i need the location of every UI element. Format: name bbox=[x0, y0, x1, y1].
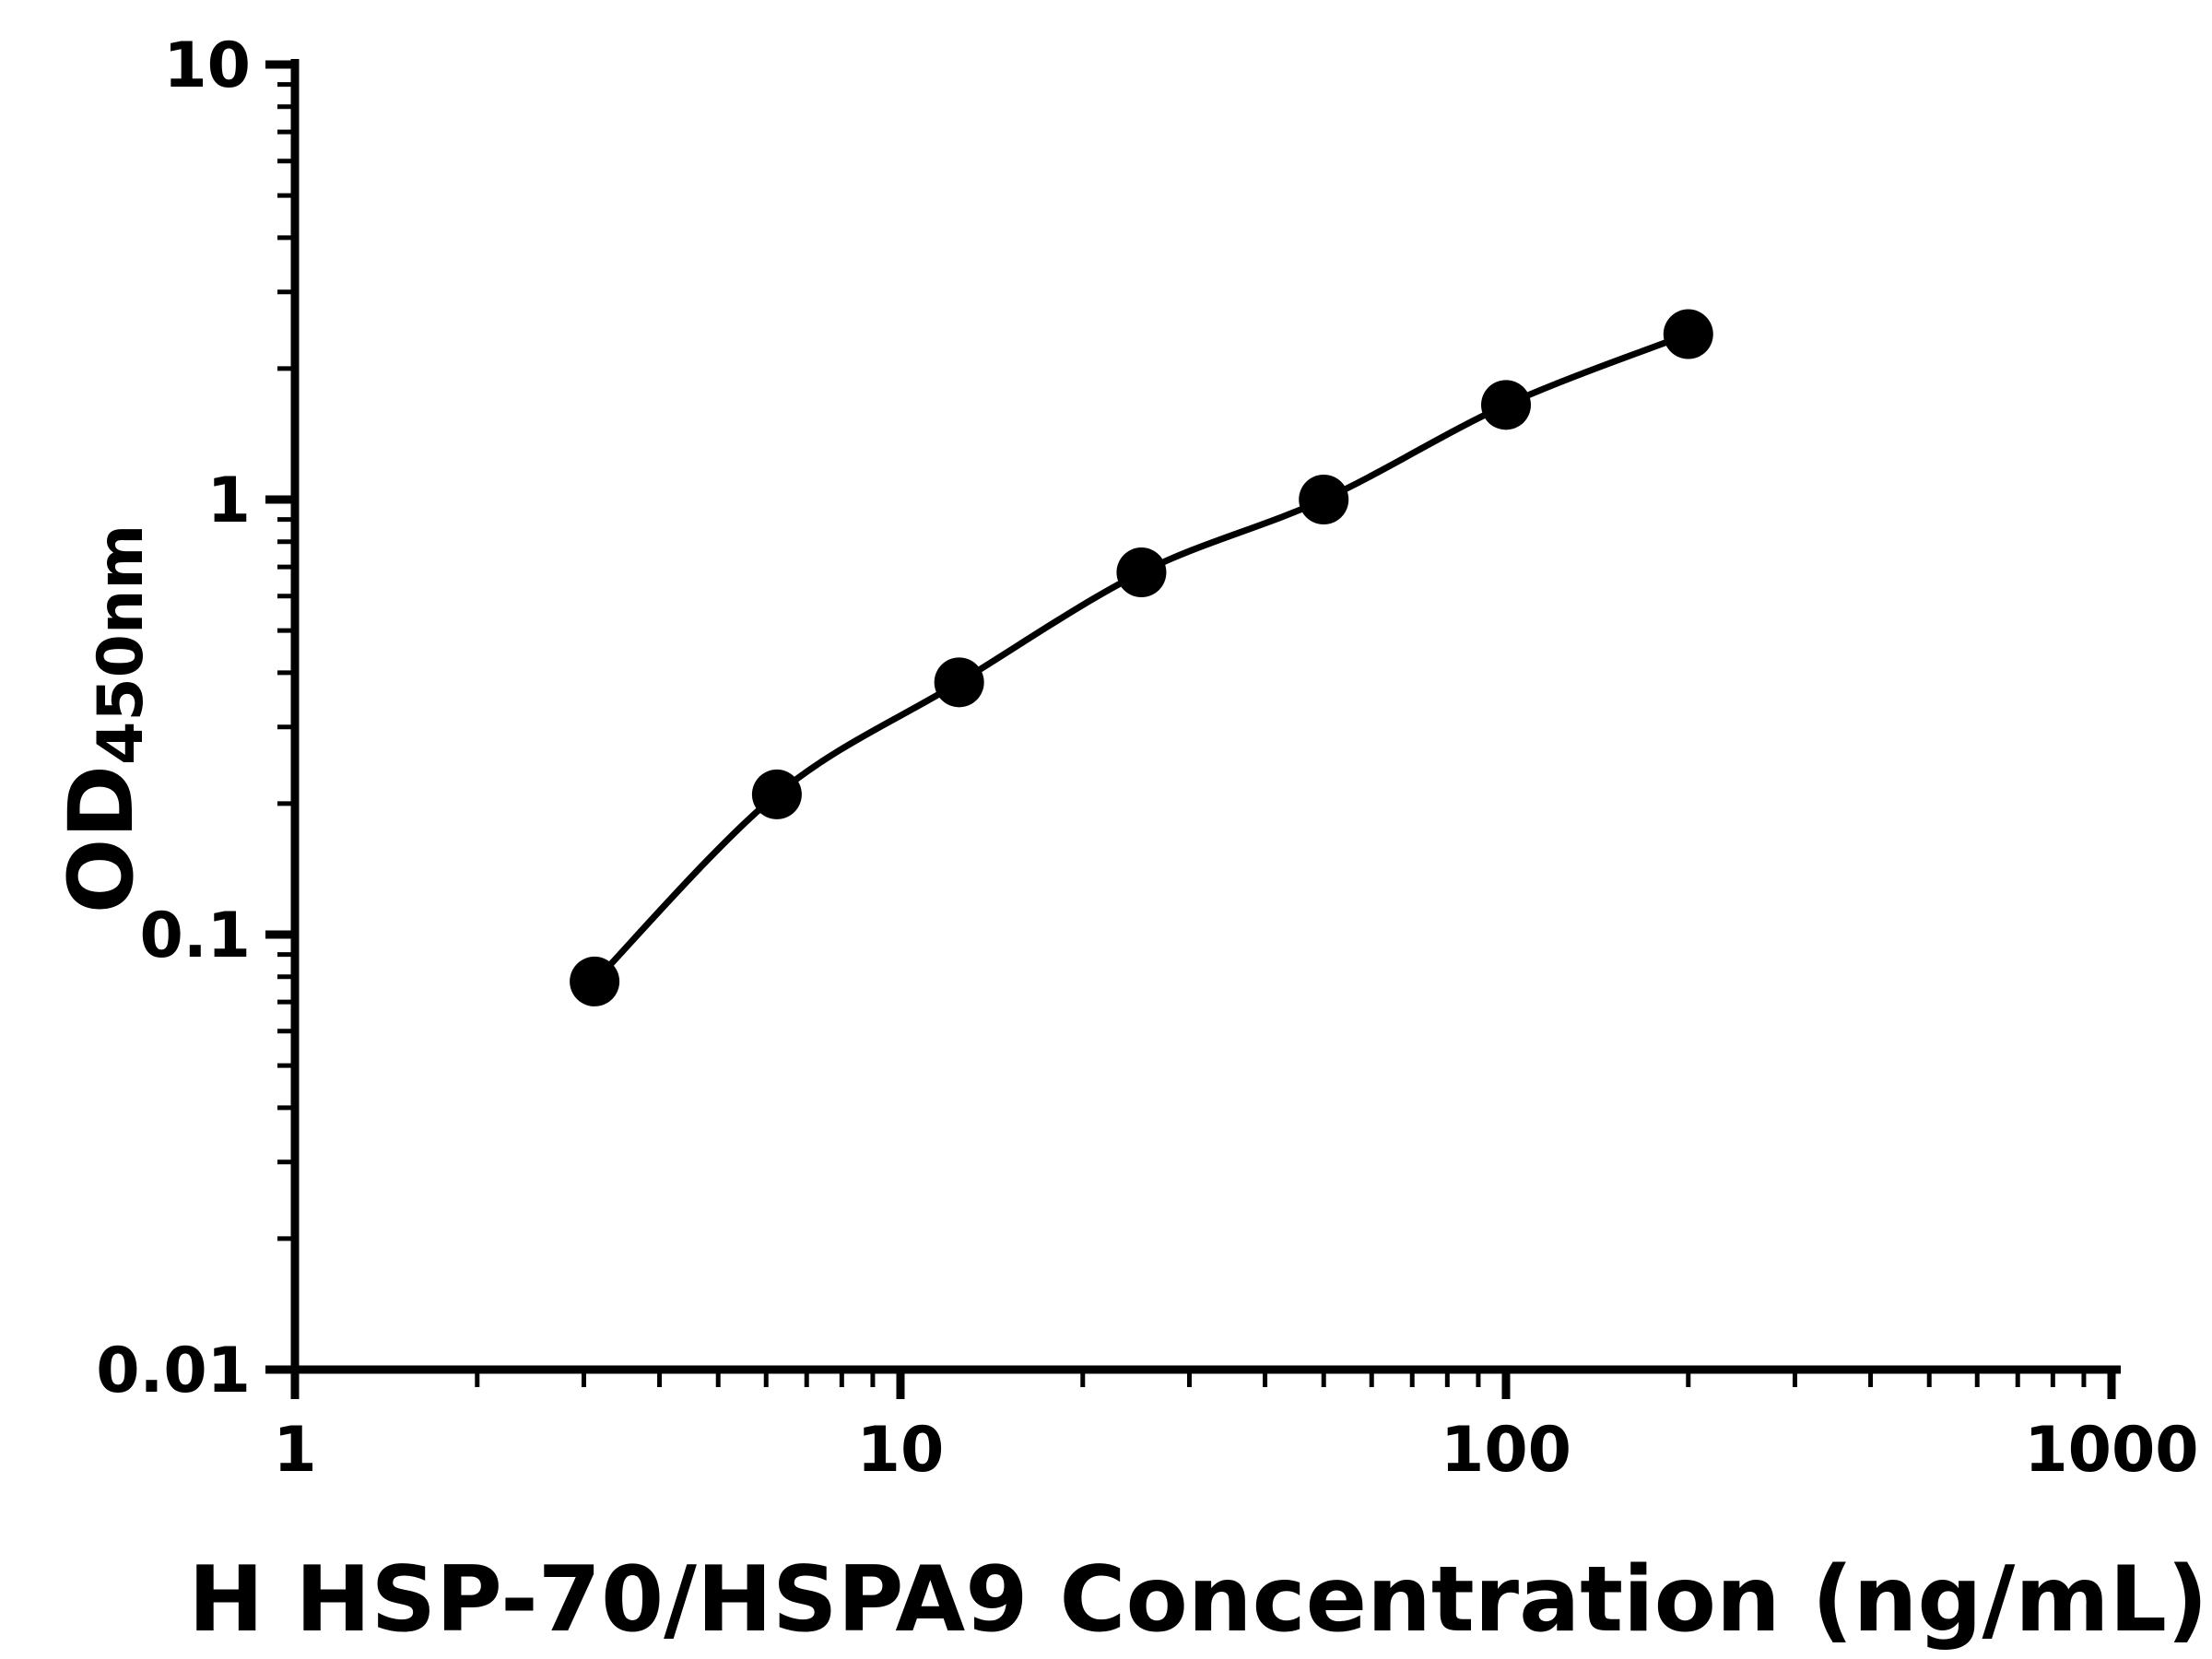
x-tick-label: 10 bbox=[857, 1414, 945, 1487]
data-point bbox=[1481, 380, 1531, 430]
data-point bbox=[934, 657, 984, 708]
y-tick-label: 0.01 bbox=[96, 1335, 251, 1407]
y-axis-title-main: OD bbox=[50, 764, 153, 914]
x-tick-label: 1 bbox=[273, 1414, 316, 1487]
x-tick-label: 1000 bbox=[2024, 1414, 2198, 1487]
data-point bbox=[570, 956, 620, 1006]
y-axis-title: OD450nm bbox=[50, 524, 158, 914]
standard-curve-line bbox=[592, 331, 1690, 984]
data-point bbox=[1663, 309, 1713, 359]
x-axis-title: H HSP-70/HSPA9 Concentration (ng/mL) bbox=[188, 1547, 2208, 1653]
y-tick-label: 0.1 bbox=[140, 900, 251, 972]
data-point bbox=[1299, 475, 1349, 524]
data-point bbox=[1116, 547, 1167, 598]
data-point bbox=[751, 769, 802, 819]
y-axis-title-subscript: 450nm bbox=[84, 524, 158, 765]
y-tick-label: 1 bbox=[207, 465, 251, 537]
x-tick-label: 100 bbox=[1441, 1414, 1571, 1487]
y-tick-label: 10 bbox=[163, 29, 251, 102]
